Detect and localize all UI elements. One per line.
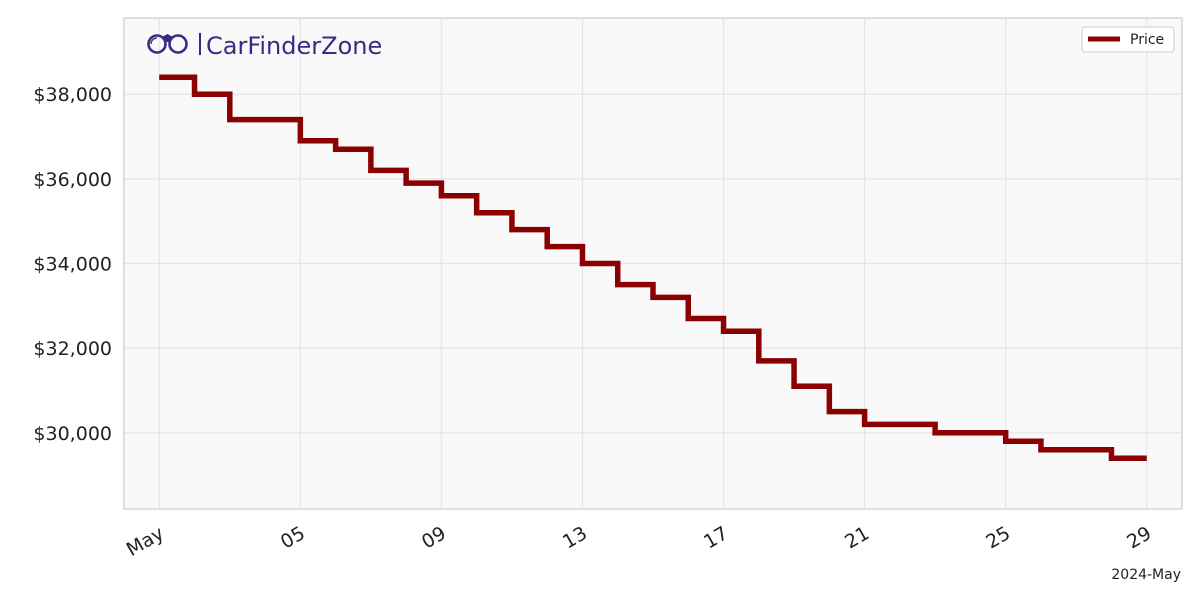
x-tick-label: 09: [418, 522, 450, 553]
y-axis: $30,000 $32,000 $34,000 $36,000 $38,000: [33, 84, 112, 445]
x-tick-label: 25: [982, 522, 1014, 553]
legend-box: [1081, 26, 1175, 53]
binoculars-icon: [147, 34, 188, 54]
y-tick-label: $34,000: [33, 254, 112, 276]
grid-lines: [124, 18, 1182, 509]
x-tick-label: 29: [1123, 522, 1155, 553]
x-tick-label: 13: [559, 522, 591, 553]
plot-frame: [123, 17, 1183, 510]
y-tick-label: $30,000: [33, 423, 112, 445]
legend: Price: [1081, 26, 1175, 53]
brand-name: CarFinderZone: [206, 32, 382, 60]
brand-divider: [199, 33, 201, 55]
x-axis-offset-label: 2024-May: [1111, 567, 1181, 583]
y-tick-label: $32,000: [33, 338, 112, 360]
y-tick-label: $38,000: [33, 84, 112, 106]
x-axis: May 05 09 13 17 21 25 29: [123, 522, 1155, 561]
brand-logo: CarFinderZone: [147, 32, 382, 60]
x-tick-label: May: [123, 522, 168, 561]
y-tick-label: $36,000: [33, 169, 112, 191]
x-tick-label: 17: [700, 522, 732, 553]
x-tick-label: 21: [841, 522, 873, 553]
x-tick-label: 05: [277, 522, 309, 553]
series-line-price: [159, 74, 1147, 461]
series-layer: [159, 74, 1147, 461]
legend-label-price: Price: [1130, 32, 1164, 48]
